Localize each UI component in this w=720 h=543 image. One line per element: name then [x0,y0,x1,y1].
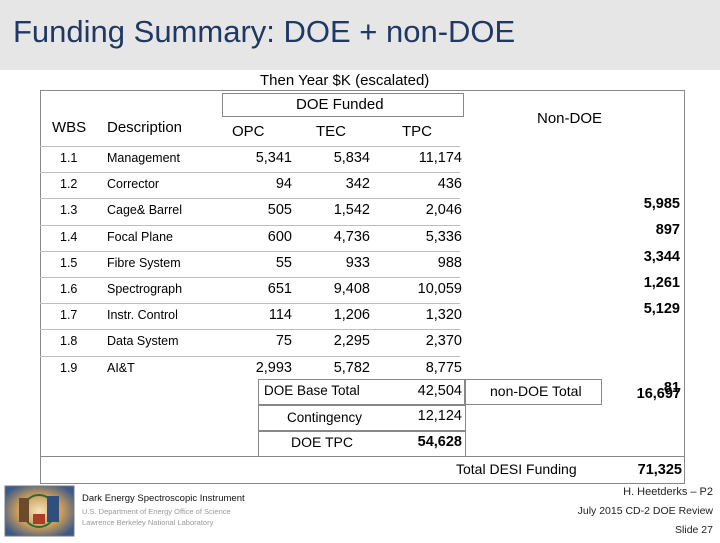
row-opc-value: 94 [275,176,292,193]
row-opc-value: 114 [268,307,292,324]
row-tpc-value: 8,775 [425,359,462,376]
tec-header: TEC [316,123,346,140]
row-tpc-value: 10,059 [417,281,462,297]
row-opc-value: 600 [267,228,292,245]
row-wbs: 1.3 [60,203,78,218]
opc-header: OPC [232,123,265,140]
row-tec-value: 4,736 [333,228,370,245]
footer-slide-number: Slide 27 [675,524,713,536]
row-wbs: 1.7 [60,308,78,323]
footer-org-name: Dark Energy Spectroscopic Instrument [82,493,245,504]
doe-base-total-box [258,379,466,405]
row-divider [40,303,460,305]
row-wbs: 1.1 [60,151,78,165]
row-opc-value: 55 [275,254,292,271]
row-description: AI&T [107,360,135,375]
row-divider [40,198,460,200]
row-description: Corrector [107,177,160,192]
row-description: Focal Plane [107,229,174,244]
row-wbs: 1.8 [60,334,78,349]
row-non-doe-value: 897 [655,222,680,239]
contingency-box [258,405,466,431]
wbs-header: WBS [52,119,87,136]
row-tec-value: 1,206 [333,307,370,324]
doe-tpc-label: DOE TPC [291,434,353,450]
row-tec-value: 9,408 [333,281,370,297]
row-opc-value: 75 [275,333,292,350]
row-tpc-value: 2,046 [425,202,462,219]
contingency-value: 12,124 [417,408,462,424]
row-description: Data System [107,334,179,349]
row-non-doe-value: 3,344 [643,248,680,265]
total-desi-row [40,456,685,484]
footer-sub-doe: U.S. Department of Energy Office of Scie… [82,507,231,516]
row-tpc-value: 1,320 [425,307,462,324]
desi-logo [3,484,76,538]
row-non-doe-value: 5,129 [643,301,680,317]
row-tec-value: 5,834 [333,150,370,166]
row-opc-value: 5,341 [255,150,292,166]
row-divider [40,250,460,252]
row-description: Instr. Control [107,308,178,323]
row-opc-value: 651 [267,281,292,297]
row-non-doe-value: 5,985 [643,196,680,213]
row-divider [40,146,460,147]
row-wbs: 1.4 [60,229,78,244]
non-doe-total-value: 16,697 [636,386,681,402]
row-description: Spectrograph [107,282,183,296]
non-doe-header: Non-DOE [537,110,603,127]
title-bar [0,0,720,70]
row-tpc-value: 988 [437,254,462,271]
row-tec-value: 5,782 [333,359,370,376]
row-wbs: 1.6 [60,282,78,296]
row-tec-value: 2,295 [333,333,370,350]
row-divider [40,355,460,357]
row-opc-value: 505 [267,202,292,219]
non-doe-total-box [464,379,602,405]
doe-funded-header: DOE Funded [296,96,384,113]
row-divider [40,329,460,331]
contingency-label: Contingency [287,410,363,425]
total-desi-label: Total DESI Funding [456,461,577,477]
doe-base-total-label: DOE Base Total [264,383,360,398]
non-doe-total-label: non-DOE Total [490,383,582,399]
row-tpc-value: 436 [437,176,462,193]
subtitle: Then Year $K (escalated) [260,72,430,89]
row-tec-value: 933 [345,254,370,271]
total-desi-value: 71,325 [637,462,682,478]
row-opc-value: 2,993 [255,359,292,376]
row-divider [40,277,460,278]
row-tpc-value: 2,370 [425,333,462,350]
row-description: Fibre System [107,255,181,270]
row-wbs: 1.9 [60,360,78,375]
doe-base-total-value: 42,504 [417,383,462,399]
row-description: Management [107,151,180,165]
row-non-doe-value: 1,261 [643,274,680,291]
row-non-doe-value: 81 [663,379,680,396]
row-divider [40,172,460,174]
row-tec-value: 1,542 [333,202,370,219]
page-title: Funding Summary: DOE + non-DOE [13,14,516,49]
row-tec-value: 342 [345,176,370,193]
row-wbs: 1.2 [60,177,78,192]
footer-presenter: H. Heetderks – P2 [623,486,713,498]
row-tpc-value: 11,174 [418,150,462,166]
footer-sub-lbnl: Lawrence Berkeley National Laboratory [82,518,214,527]
doe-funded-header-box [222,93,464,117]
row-description: Cage& Barrel [107,203,183,218]
doe-tpc-value: 54,628 [417,434,462,450]
row-divider [40,224,460,226]
tpc-header: TPC [402,123,432,140]
row-tpc-value: 5,336 [425,228,462,245]
description-header: Description [107,119,183,136]
row-wbs: 1.5 [60,255,78,270]
footer-review: July 2015 CD-2 DOE Review [577,505,713,517]
